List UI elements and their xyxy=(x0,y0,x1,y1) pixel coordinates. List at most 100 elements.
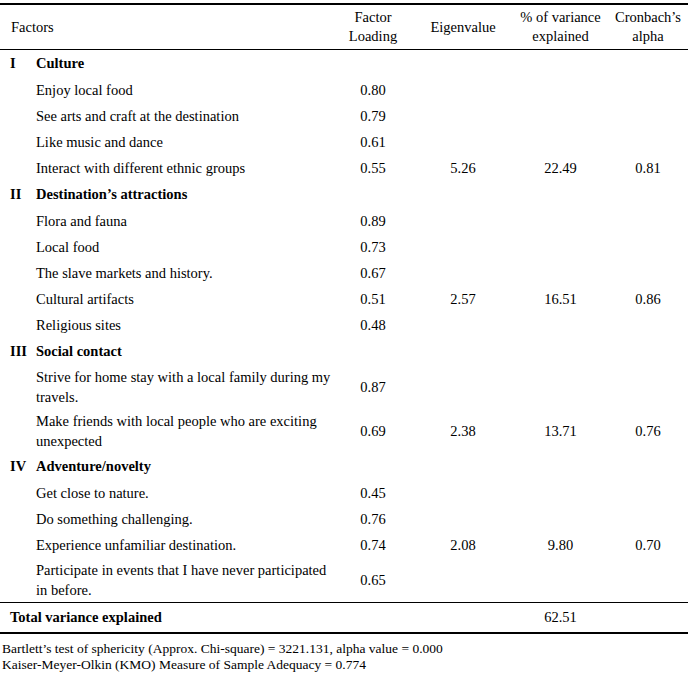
section-row: IVAdventure/novelty xyxy=(0,453,688,480)
header-factors: Factors xyxy=(0,4,333,50)
section-label: Social contact xyxy=(36,343,122,359)
item-row: Make friends with local people who are e… xyxy=(0,409,688,453)
factor-analysis-table: Factors Factor Loading Eigenvalue % of v… xyxy=(0,3,688,634)
alpha-value xyxy=(608,129,688,155)
empty-cell xyxy=(413,338,513,365)
alpha-value xyxy=(608,234,688,260)
table-footnotes: Bartlett’s test of sphericity (Approx. C… xyxy=(0,641,688,673)
variance-value xyxy=(513,103,608,129)
header-cronbachs-alpha: Cronbach’s alpha xyxy=(608,4,688,50)
section-numeral: III xyxy=(10,343,36,360)
empty-cell xyxy=(608,181,688,208)
alpha-value xyxy=(608,506,688,532)
total-row: Total variance explained 62.51 xyxy=(0,603,688,634)
factor-loading-value: 0.69 xyxy=(333,409,413,453)
item-label: Flora and fauna xyxy=(0,208,333,234)
variance-value xyxy=(513,480,608,506)
eigenvalue-value: 5.26 xyxy=(413,155,513,181)
eigenvalue-value xyxy=(413,480,513,506)
variance-value xyxy=(513,77,608,103)
item-row: Do something challenging.0.76 xyxy=(0,506,688,532)
eigenvalue-value xyxy=(413,365,513,409)
alpha-value: 0.81 xyxy=(608,155,688,181)
eigenvalue-value: 2.08 xyxy=(413,532,513,558)
alpha-value xyxy=(608,103,688,129)
item-label: Get close to nature. xyxy=(0,480,333,506)
item-label: Local food xyxy=(0,234,333,260)
table-body: ICultureEnjoy local food0.80See arts and… xyxy=(0,50,688,603)
item-row: Participate in events that I have never … xyxy=(0,558,688,603)
factor-loading-value: 0.87 xyxy=(333,365,413,409)
empty-cell xyxy=(413,50,513,78)
variance-value xyxy=(513,208,608,234)
item-label: The slave markets and history. xyxy=(0,260,333,286)
variance-value: 13.71 xyxy=(513,409,608,453)
factor-loading-value: 0.51 xyxy=(333,286,413,312)
paper-page: Factors Factor Loading Eigenvalue % of v… xyxy=(0,0,688,673)
section-numeral: II xyxy=(10,186,36,203)
variance-value xyxy=(513,312,608,338)
factor-loading-value: 0.79 xyxy=(333,103,413,129)
item-row: Cultural artifacts0.512.5716.510.86 xyxy=(0,286,688,312)
factor-loading-value: 0.65 xyxy=(333,558,413,603)
alpha-value: 0.70 xyxy=(608,532,688,558)
item-row: Like music and dance0.61 xyxy=(0,129,688,155)
footnote-bartlett: Bartlett’s test of sphericity (Approx. C… xyxy=(2,641,688,657)
alpha-value xyxy=(608,365,688,409)
factor-loading-value: 0.45 xyxy=(333,480,413,506)
variance-value xyxy=(513,260,608,286)
empty-cell xyxy=(333,181,413,208)
section-header-cell: IIISocial contact xyxy=(0,338,333,365)
total-eigenvalue-cell xyxy=(413,603,513,634)
total-variance-value: 62.51 xyxy=(513,603,608,634)
item-row: Get close to nature.0.45 xyxy=(0,480,688,506)
item-label: Interact with different ethnic groups xyxy=(0,155,333,181)
item-row: Experience unfamiliar destination.0.742.… xyxy=(0,532,688,558)
footnote-kmo: Kaiser-Meyer-Olkin (KMO) Measure of Samp… xyxy=(2,657,688,673)
section-numeral: IV xyxy=(10,458,36,475)
eigenvalue-value: 2.57 xyxy=(413,286,513,312)
variance-value xyxy=(513,365,608,409)
item-label: See arts and craft at the destination xyxy=(0,103,333,129)
header-variance-explained: % of variance explained xyxy=(513,4,608,50)
section-label: Destination’s attractions xyxy=(36,186,187,202)
factor-loading-value: 0.89 xyxy=(333,208,413,234)
item-label: Cultural artifacts xyxy=(0,286,333,312)
item-label: Participate in events that I have never … xyxy=(0,558,333,603)
alpha-value xyxy=(608,208,688,234)
factor-loading-value: 0.55 xyxy=(333,155,413,181)
total-loading-cell xyxy=(333,603,413,634)
empty-cell xyxy=(608,50,688,78)
empty-cell xyxy=(333,453,413,480)
item-row: Religious sites0.48 xyxy=(0,312,688,338)
empty-cell xyxy=(608,453,688,480)
eigenvalue-value: 2.38 xyxy=(413,409,513,453)
eigenvalue-value xyxy=(413,77,513,103)
table-total: Total variance explained 62.51 xyxy=(0,603,688,634)
section-label: Culture xyxy=(36,55,84,71)
item-row: See arts and craft at the destination0.7… xyxy=(0,103,688,129)
variance-value: 16.51 xyxy=(513,286,608,312)
empty-cell xyxy=(333,338,413,365)
item-row: Interact with different ethnic groups0.5… xyxy=(0,155,688,181)
factor-loading-value: 0.76 xyxy=(333,506,413,532)
item-label: Experience unfamiliar destination. xyxy=(0,532,333,558)
variance-value xyxy=(513,558,608,603)
empty-cell xyxy=(513,50,608,78)
total-alpha-cell xyxy=(608,603,688,634)
variance-value xyxy=(513,234,608,260)
alpha-value: 0.76 xyxy=(608,409,688,453)
empty-cell xyxy=(513,181,608,208)
eigenvalue-value xyxy=(413,506,513,532)
eigenvalue-value xyxy=(413,129,513,155)
alpha-value xyxy=(608,260,688,286)
eigenvalue-value xyxy=(413,260,513,286)
empty-cell xyxy=(608,338,688,365)
eigenvalue-value xyxy=(413,312,513,338)
total-label: Total variance explained xyxy=(0,603,333,634)
section-row: IIDestination’s attractions xyxy=(0,181,688,208)
factor-loading-value: 0.73 xyxy=(333,234,413,260)
eigenvalue-value xyxy=(413,234,513,260)
empty-cell xyxy=(413,181,513,208)
eigenvalue-value xyxy=(413,208,513,234)
